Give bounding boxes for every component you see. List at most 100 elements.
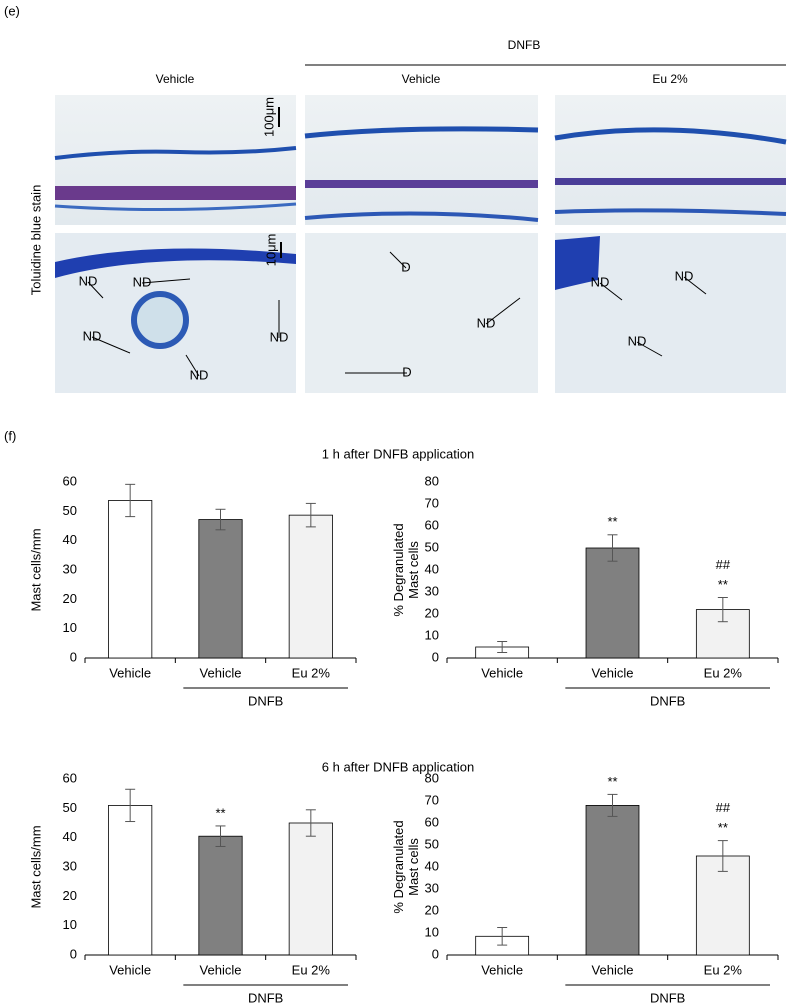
group-label: DNFB <box>248 693 283 708</box>
error-bar <box>305 502 316 528</box>
row-label: Toluidine blue stain <box>28 185 43 296</box>
marker-pointer <box>485 297 521 325</box>
y-tick-label: 50 <box>63 503 77 518</box>
y-tick-label: 30 <box>425 583 439 598</box>
y-tick-label: 0 <box>432 649 439 664</box>
x-tick-label: Vehicle <box>592 962 634 977</box>
column-label: Eu 2% <box>652 72 688 86</box>
y-axis-label: % Degranulated <box>391 820 406 913</box>
y-tick-label: 50 <box>63 800 77 815</box>
x-tick-label: Vehicle <box>592 665 634 680</box>
column-label: Vehicle <box>402 72 441 86</box>
bar <box>198 835 243 956</box>
significance-mark: ** <box>718 577 728 592</box>
scale-bar-label: 10μm <box>263 234 278 267</box>
bar <box>198 519 243 659</box>
y-tick-label: 10 <box>425 924 439 939</box>
error-bar <box>215 825 226 847</box>
group-label: DNFB <box>650 693 685 708</box>
error-bar <box>717 597 728 623</box>
error-bar <box>125 788 136 823</box>
marker-label: ND <box>477 315 496 330</box>
micrograph <box>305 233 538 393</box>
section-title: 1 h after DNFB application <box>322 446 474 461</box>
y-tick-label: 10 <box>63 620 77 635</box>
cartilage <box>55 186 296 200</box>
x-tick-label: Eu 2% <box>704 962 743 977</box>
error-bar <box>717 840 728 872</box>
significance-mark: ** <box>718 820 728 835</box>
y-tick-label: 40 <box>425 561 439 576</box>
y-axis-label: Mast cells/mm <box>28 825 43 908</box>
bar <box>108 805 153 956</box>
marker-label: ND <box>79 273 98 288</box>
marker-label: ND <box>591 274 610 289</box>
y-tick-label: 20 <box>425 605 439 620</box>
y-axis-label: % Degranulated <box>391 523 406 616</box>
y-tick-label: 20 <box>63 888 77 903</box>
y-tick-label: 40 <box>63 532 77 547</box>
x-tick-label: Vehicle <box>109 962 151 977</box>
marker-pointer <box>636 341 663 357</box>
y-tick-label: 60 <box>63 770 77 785</box>
marker-pointer <box>141 278 191 284</box>
column-label: Vehicle <box>156 72 195 86</box>
bar <box>288 514 333 659</box>
marker-label: D <box>402 364 411 379</box>
marker-label: ND <box>190 367 209 382</box>
error-bar <box>305 809 316 837</box>
marker-label: ND <box>270 329 289 344</box>
marker-label: ND <box>83 328 102 343</box>
scale-bar-label: 100μm <box>261 97 276 137</box>
y-tick-label: 50 <box>425 539 439 554</box>
group-label: DNFB <box>650 990 685 1004</box>
marker-pointer <box>185 354 200 377</box>
significance-mark: ## <box>716 557 731 572</box>
marker-group: ND ND ND ND ND D ND D ND ND ND <box>79 251 707 382</box>
error-bar <box>215 508 226 531</box>
marker-pointer <box>91 336 131 354</box>
bar <box>585 805 640 956</box>
marker-label: ND <box>133 274 152 289</box>
y-tick-label: 30 <box>63 858 77 873</box>
x-tick-label: Eu 2% <box>292 962 331 977</box>
y-axis-label: Mast cells/mm <box>28 528 43 611</box>
y-tick-label: 10 <box>425 627 439 642</box>
marker-label: ND <box>675 268 694 283</box>
y-tick-label: 10 <box>63 917 77 932</box>
y-tick-label: 80 <box>425 473 439 488</box>
y-axis-label: Mast cells <box>406 838 421 896</box>
x-tick-label: Eu 2% <box>704 665 743 680</box>
x-tick-label: Vehicle <box>481 962 523 977</box>
x-tick-label: Vehicle <box>109 665 151 680</box>
error-bar <box>497 641 508 653</box>
y-axis-label: Mast cells <box>406 541 421 599</box>
y-tick-label: 20 <box>425 902 439 917</box>
charts: 0 10 20 30 40 50 60 Mast cells/mm Vehicle Vehicle… <box>28 473 779 1004</box>
y-tick-label: 40 <box>63 829 77 844</box>
bar <box>108 500 153 659</box>
x-tick-label: Vehicle <box>200 665 242 680</box>
y-tick-label: 80 <box>425 770 439 785</box>
y-tick-label: 50 <box>425 836 439 851</box>
micrographs <box>54 95 787 393</box>
y-tick-label: 40 <box>425 858 439 873</box>
significance-mark: ** <box>215 805 225 820</box>
y-tick-label: 30 <box>425 880 439 895</box>
marker-label: ND <box>628 333 647 348</box>
section-title: 6 h after DNFB application <box>322 759 474 774</box>
y-tick-label: 70 <box>425 792 439 807</box>
significance-mark: ** <box>607 514 617 529</box>
x-tick-label: Eu 2% <box>292 665 331 680</box>
error-bar <box>607 534 618 562</box>
marker-pointer <box>599 282 623 301</box>
x-tick-label: Vehicle <box>200 962 242 977</box>
micrograph <box>305 95 538 225</box>
bar <box>288 822 333 956</box>
error-bar <box>497 927 508 946</box>
bar <box>585 547 640 659</box>
y-tick-label: 0 <box>432 946 439 961</box>
marker-pointer <box>87 281 104 299</box>
significance-mark: ** <box>607 774 617 789</box>
